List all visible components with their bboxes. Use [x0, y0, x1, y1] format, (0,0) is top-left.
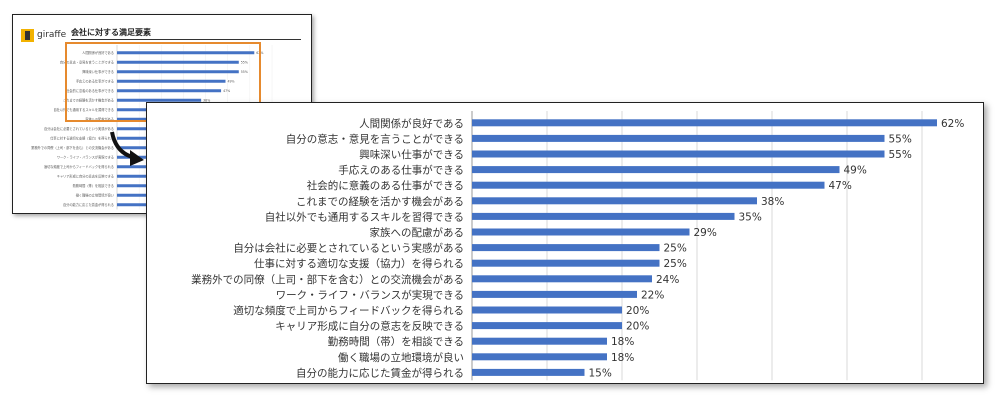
thumb-bar — [117, 60, 239, 64]
thumb-data-label: 49% — [228, 79, 235, 83]
bar — [472, 306, 622, 314]
bar — [472, 244, 660, 252]
thumb-bar — [117, 127, 173, 131]
bar — [472, 368, 585, 376]
thumb-category-label: 自分の能力に応じた賃金が得られる — [63, 202, 114, 207]
thumb-data-label: 38% — [203, 98, 210, 102]
category-label: 社会的に意義のある仕事ができる — [307, 179, 464, 192]
bar — [472, 119, 937, 127]
brand-name: giraffe — [37, 30, 67, 40]
category-label: 業務外での同僚（上司・部下を含む）との交流機会がある — [191, 273, 464, 286]
data-label: 29% — [694, 227, 717, 239]
data-label: 47% — [829, 180, 852, 192]
bar — [472, 228, 690, 236]
giraffe-logo-icon — [21, 28, 34, 42]
thumb-category-label: ワーク・ライフ・バランスが実現できる — [57, 154, 114, 159]
thumb-bar — [117, 79, 226, 83]
thumb-bar — [117, 146, 171, 150]
data-label: 15% — [589, 367, 612, 379]
category-label: 自分は会社に必要とされているという実感がある — [233, 242, 464, 255]
category-label: 働く職場の立地環境が良い — [338, 351, 464, 364]
thumb-category-label: 働く職場の立地環境が良い — [76, 192, 114, 197]
data-label: 25% — [664, 243, 687, 255]
thumb-bar — [117, 174, 162, 178]
thumb-category-label: 仕事に対する適切な支援（協力）を得られる — [50, 135, 114, 140]
thumb-bar — [117, 70, 239, 74]
thumbnail-title: 会社に対する満足要素 — [71, 27, 301, 40]
bar — [472, 150, 885, 158]
thumb-bar — [117, 136, 173, 140]
bar — [472, 134, 885, 142]
data-label: 55% — [889, 133, 912, 145]
data-label: 24% — [656, 274, 679, 286]
thumb-data-label: 47% — [223, 89, 230, 93]
thumb-category-label: 人間関係が良好である — [82, 50, 114, 55]
category-label: 興味深い仕事ができる — [359, 148, 464, 161]
bar — [472, 337, 607, 345]
category-label: 勤務時間（帯）を相談できる — [328, 335, 464, 348]
thumb-category-label: 勤務時間（帯）を相談できる — [73, 183, 114, 188]
bar — [472, 353, 607, 361]
thumb-category-label: 適切な頻度で上司からフィードバックを得られる — [44, 164, 114, 169]
data-label: 62% — [941, 118, 964, 130]
thumb-category-label: 自分の意志・意見を言うことができる — [60, 59, 114, 64]
data-label: 38% — [761, 196, 784, 208]
bar — [472, 181, 825, 189]
category-label: 適切な頻度で上司からフィードバックを得られる — [233, 304, 464, 317]
data-label: 25% — [664, 258, 687, 270]
thumb-category-label: 自社以外でも通用するスキルを習得できる — [54, 107, 115, 112]
bar — [472, 166, 840, 174]
thumb-bar — [117, 193, 157, 197]
thumb-category-label: 家族への配慮がある — [85, 116, 114, 121]
data-label: 18% — [611, 336, 634, 348]
thumb-category-label: これまでの経験を活かす機会がある — [63, 97, 114, 102]
bar — [472, 259, 660, 267]
data-label: 20% — [626, 321, 649, 333]
category-label: これまでの経験を活かす機会がある — [296, 195, 464, 208]
giraffe-logo: giraffe — [21, 27, 66, 43]
bar — [472, 290, 637, 298]
bar-chart: 人間関係が良好である 62% 自分の意志・意見を言うことができる 55% 興味深い仕事が… — [191, 111, 964, 381]
category-label: ワーク・ライフ・バランスが実現できる — [276, 288, 464, 301]
zoomed-chart-panel: 人間関係が良好である 62% 自分の意志・意見を言うことができる 55% 興味深い仕事が… — [146, 102, 984, 384]
thumb-category-label: キャリア形成に自分の意志を反映できる — [57, 173, 114, 178]
data-label: 18% — [611, 352, 634, 364]
bar — [472, 212, 735, 220]
thumb-category-label: 業務外での同僚（上司・部下を含む）との交流機会がある — [31, 145, 114, 150]
thumb-data-label: 55% — [241, 60, 248, 64]
thumb-category-label: 興味深い仕事ができる — [82, 69, 114, 74]
thumb-bar — [117, 155, 166, 159]
category-label: キャリア形成に自分の意志を反映できる — [275, 320, 464, 333]
thumb-bar — [117, 203, 151, 207]
data-label: 20% — [626, 305, 649, 317]
thumb-category-label: 社会的に意義のある仕事ができる — [66, 88, 114, 93]
category-label: 人間関係が良好である — [359, 117, 464, 130]
data-label: 35% — [739, 211, 762, 223]
thumb-bar — [117, 165, 162, 169]
bar — [472, 322, 622, 330]
thumb-bar — [117, 89, 222, 93]
category-label: 仕事に対する適切な支援（協力）を得られる — [254, 257, 464, 270]
category-label: 自社以外でも通用するスキルを習得できる — [265, 210, 464, 223]
data-label: 49% — [844, 165, 867, 177]
category-label: 手応えのある仕事ができる — [338, 164, 464, 177]
arrow-icon — [110, 131, 144, 166]
category-label: 家族への配慮がある — [370, 226, 465, 239]
bar — [472, 197, 757, 205]
bar — [472, 275, 652, 283]
thumb-bar — [117, 184, 157, 188]
category-label: 自分の能力に応じた賃金が得られる — [296, 366, 464, 379]
thumb-category-label: 自分は会社に必要とされているという実感がある — [44, 126, 114, 131]
data-label: 22% — [641, 289, 664, 301]
thumb-bar — [117, 98, 202, 102]
data-label: 55% — [889, 149, 912, 161]
thumb-bar — [117, 51, 255, 55]
thumb-category-label: 手応えのある仕事ができる — [76, 78, 114, 83]
thumb-data-label: 55% — [241, 70, 248, 74]
category-label: 自分の意志・意見を言うことができる — [286, 132, 464, 145]
